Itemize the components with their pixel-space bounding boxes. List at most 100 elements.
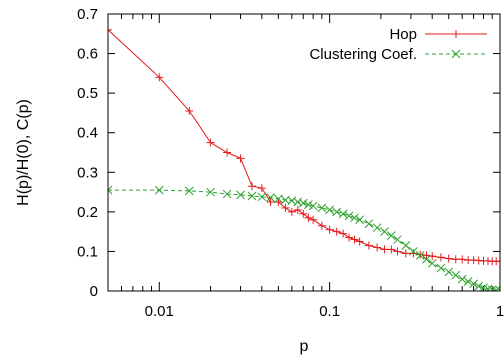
data-point-hop bbox=[185, 106, 194, 115]
data-point-clustering bbox=[293, 197, 303, 207]
data-point-hop bbox=[458, 255, 467, 264]
data-point-hop bbox=[266, 197, 275, 206]
y-axis-label: H(p)/H(0), C(p) bbox=[15, 99, 32, 206]
data-point-hop bbox=[409, 249, 418, 258]
data-point-hop bbox=[247, 182, 256, 191]
data-point-clustering bbox=[325, 205, 334, 215]
y-tick-label: 0.2 bbox=[77, 204, 98, 221]
data-point-clustering bbox=[380, 227, 389, 236]
data-point-hop bbox=[393, 247, 402, 256]
y-tick-label: 0.5 bbox=[77, 85, 98, 102]
data-point-clustering bbox=[393, 235, 402, 244]
legend: Hop Clustering Coef. bbox=[309, 26, 487, 63]
data-point-clustering bbox=[401, 241, 411, 250]
data-point-hop bbox=[281, 203, 290, 212]
data-point-clustering bbox=[332, 207, 342, 217]
data-point-hop bbox=[236, 154, 245, 163]
data-point-hop bbox=[287, 207, 296, 216]
data-point-hop bbox=[325, 225, 334, 234]
data-point-clustering bbox=[257, 192, 267, 202]
plot-frame bbox=[107, 13, 501, 292]
data-point-clustering bbox=[222, 189, 232, 199]
data-point-hop bbox=[309, 215, 318, 224]
data-point-clustering bbox=[457, 274, 467, 284]
y-tick-label: 0.4 bbox=[77, 125, 98, 142]
data-point-clustering bbox=[495, 286, 500, 291]
data-point-hop bbox=[206, 138, 215, 147]
data-point-clustering bbox=[469, 279, 478, 289]
series-line-clustering bbox=[108, 189, 500, 291]
data-point-clustering bbox=[451, 270, 461, 280]
data-point-hop bbox=[350, 235, 359, 244]
data-point-hop bbox=[355, 237, 364, 246]
legend-label-hop: Hop bbox=[389, 26, 417, 43]
data-point-clustering bbox=[344, 211, 354, 221]
data-point-hop bbox=[257, 184, 266, 193]
legend-label-clustering: Clustering Coef. bbox=[309, 46, 417, 63]
data-point-hop bbox=[108, 25, 112, 34]
data-point-hop bbox=[304, 213, 313, 222]
data-point-hop bbox=[299, 209, 308, 218]
data-point-hop bbox=[387, 245, 396, 254]
data-point-clustering bbox=[474, 281, 484, 291]
data-point-hop bbox=[223, 148, 232, 157]
x-tick-label: 0.1 bbox=[319, 303, 340, 320]
x-tick-label: 0.01 bbox=[145, 303, 174, 320]
data-point-hop bbox=[422, 251, 431, 260]
y-tick-label: 0.1 bbox=[77, 243, 98, 260]
data-point-hop bbox=[345, 233, 354, 242]
data-point-clustering bbox=[444, 267, 454, 277]
data-point-clustering bbox=[247, 191, 257, 201]
y-tick-label: 0.3 bbox=[77, 164, 98, 181]
data-point-clustering bbox=[184, 186, 194, 196]
data-point-clustering bbox=[308, 201, 318, 211]
tick-marks bbox=[107, 13, 501, 292]
x-tick-label: 1 bbox=[496, 303, 504, 320]
data-point-clustering bbox=[355, 215, 364, 225]
data-point-hop bbox=[436, 253, 445, 262]
data-point-clustering bbox=[386, 231, 396, 240]
data-point-hop bbox=[444, 254, 453, 263]
legend-marker-clustering bbox=[451, 49, 461, 59]
data-point-clustering bbox=[422, 254, 431, 264]
x-axis-label: p bbox=[300, 338, 309, 355]
data-point-hop bbox=[317, 221, 326, 230]
data-point-hop bbox=[155, 73, 164, 82]
data-point-clustering bbox=[408, 247, 418, 256]
data-point-clustering bbox=[274, 194, 283, 204]
data-point-hop bbox=[364, 241, 373, 250]
tick-labels: 0 0.1 0.2 0.3 0.4 0.5 0.6 0.7 0.01 0.1 1 bbox=[77, 6, 504, 320]
data-point-clustering bbox=[372, 223, 382, 233]
data-point-hop bbox=[293, 205, 302, 214]
data-point-clustering bbox=[236, 190, 245, 200]
data-point-clustering bbox=[436, 263, 446, 273]
data-point-clustering bbox=[427, 258, 437, 268]
data-point-hop bbox=[339, 229, 348, 238]
data-point-clustering bbox=[491, 285, 500, 291]
data-point-hop bbox=[416, 250, 425, 259]
data-point-clustering bbox=[317, 203, 327, 213]
data-point-clustering bbox=[463, 277, 473, 286]
data-point-hop bbox=[332, 227, 341, 236]
data-point-hop bbox=[401, 249, 410, 258]
y-tick-label: 0 bbox=[90, 283, 98, 300]
data-point-clustering bbox=[338, 209, 348, 219]
data-point-hop bbox=[496, 257, 500, 266]
data-point-hop bbox=[380, 245, 389, 254]
data-point-clustering bbox=[266, 193, 275, 202]
data-point-clustering bbox=[206, 187, 215, 197]
data-point-clustering bbox=[415, 251, 425, 260]
legend-marker-hop bbox=[452, 30, 460, 38]
data-point-clustering bbox=[287, 196, 297, 206]
data-point-clustering bbox=[154, 185, 164, 195]
series-layer bbox=[108, 25, 500, 291]
data-point-clustering bbox=[487, 285, 497, 291]
data-point-hop bbox=[373, 243, 382, 252]
data-point-clustering bbox=[364, 219, 374, 229]
data-point-clustering bbox=[350, 213, 359, 223]
data-point-clustering bbox=[108, 185, 113, 195]
y-tick-label: 0.7 bbox=[77, 6, 98, 23]
y-tick-label: 0.6 bbox=[77, 46, 98, 63]
data-point-clustering bbox=[298, 198, 308, 208]
